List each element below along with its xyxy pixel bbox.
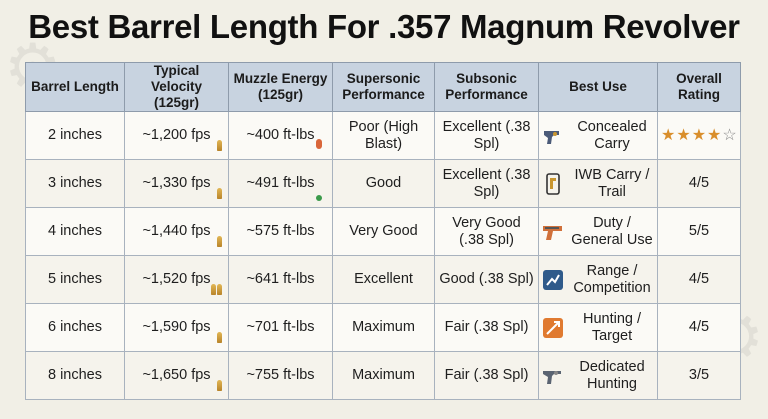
cell-supersonic: Very Good xyxy=(332,207,435,256)
best-use-label: Range / Competition xyxy=(573,262,651,296)
cell-energy: ~641 ft-lbs xyxy=(228,255,333,304)
comparison-table: Barrel Length Typical Velocity (125gr) M… xyxy=(25,62,741,400)
cell-energy: ~755 ft-lbs xyxy=(228,351,333,400)
hunting-icon xyxy=(542,317,564,339)
cell-best-use: Hunting / Target xyxy=(538,303,658,352)
cell-subsonic: Good (.38 Spl) xyxy=(434,255,539,304)
best-use-label: Hunting / Target xyxy=(582,310,642,344)
ammo-icon xyxy=(217,380,222,391)
header-energy: Muzzle Energy (125gr) xyxy=(228,62,333,112)
cell-energy: ~400 ft-lbs xyxy=(228,111,333,160)
ammo-icon xyxy=(217,332,222,343)
table-row: 6 inches ~1,590 fps ~701 ft-lbs Maximum … xyxy=(25,303,741,352)
header-row: Barrel Length Typical Velocity (125gr) M… xyxy=(25,62,741,112)
cell-subsonic: Excellent (.38 Spl) xyxy=(434,159,539,208)
ammo-icon xyxy=(217,188,222,199)
energy-value: ~400 ft-lbs xyxy=(246,127,315,143)
header-best-use: Best Use xyxy=(538,62,658,112)
cell-rating: 5/5 xyxy=(657,207,741,256)
header-rating: Overall Rating xyxy=(657,62,741,112)
cell-length: 2 inches xyxy=(25,111,125,160)
header-subsonic: Subsonic Performance xyxy=(434,62,539,112)
cell-best-use: IWB Carry / Trail xyxy=(538,159,658,208)
page-title: Best Barrel Length For .357 Magnum Revol… xyxy=(28,8,740,45)
cell-subsonic: Very Good (.38 Spl) xyxy=(434,207,539,256)
cell-best-use: Concealed Carry xyxy=(538,111,658,160)
ammo-icon xyxy=(211,284,222,295)
cell-rating: 4/5 xyxy=(657,159,741,208)
best-use-label: IWB Carry / Trail xyxy=(574,166,650,200)
cell-length: 4 inches xyxy=(25,207,125,256)
cell-subsonic: Fair (.38 Spl) xyxy=(434,351,539,400)
cell-velocity: ~1,590 fps xyxy=(124,303,229,352)
energy-indicator-icon xyxy=(316,195,322,201)
table-row: 4 inches ~1,440 fps ~575 ft-lbs Very Goo… xyxy=(25,207,741,256)
velocity-value: ~1,440 fps xyxy=(142,223,211,239)
cell-supersonic: Maximum xyxy=(332,303,435,352)
cell-rating: 3/5 xyxy=(657,351,741,400)
cell-velocity: ~1,440 fps xyxy=(124,207,229,256)
velocity-value: ~1,590 fps xyxy=(142,319,211,335)
star-rating: ★★★★☆ xyxy=(661,126,738,144)
ammo-icon xyxy=(217,236,222,247)
cell-supersonic: Excellent xyxy=(332,255,435,304)
table-row: 8 inches ~1,650 fps ~755 ft-lbs Maximum … xyxy=(25,351,741,400)
cell-rating: 4/5 xyxy=(657,255,741,304)
cell-velocity: ~1,650 fps xyxy=(124,351,229,400)
velocity-value: ~1,520 fps xyxy=(142,271,211,287)
header-barrel-length: Barrel Length xyxy=(25,62,125,112)
velocity-value: ~1,650 fps xyxy=(142,367,211,383)
cell-best-use: Dedicated Hunting xyxy=(538,351,658,400)
energy-value: ~491 ft-lbs xyxy=(246,175,315,191)
target-icon xyxy=(542,269,564,291)
cell-length: 5 inches xyxy=(25,255,125,304)
table-row: 5 inches ~1,520 fps ~641 ft-lbs Excellen… xyxy=(25,255,741,304)
holster-icon xyxy=(542,172,564,195)
cell-energy: ~575 ft-lbs xyxy=(228,207,333,256)
best-use-label: Concealed Carry xyxy=(577,118,647,152)
header-supersonic: Supersonic Performance xyxy=(332,62,435,112)
cell-velocity: ~1,330 fps xyxy=(124,159,229,208)
cell-length: 8 inches xyxy=(25,351,125,400)
header-velocity: Typical Velocity (125gr) xyxy=(124,62,229,112)
velocity-value: ~1,330 fps xyxy=(142,175,211,191)
cell-velocity: ~1,200 fps xyxy=(124,111,229,160)
cell-supersonic: Poor (High Blast) xyxy=(332,111,435,160)
cell-subsonic: Fair (.38 Spl) xyxy=(434,303,539,352)
cell-supersonic: Maximum xyxy=(332,351,435,400)
cell-length: 3 inches xyxy=(25,159,125,208)
table-row: 2 inches ~1,200 fps ~400 ft-lbs Poor (Hi… xyxy=(25,111,741,160)
cell-supersonic: Good xyxy=(332,159,435,208)
cell-energy: ~701 ft-lbs xyxy=(228,303,333,352)
best-use-label: Dedicated Hunting xyxy=(579,358,645,392)
best-use-label: Duty / General Use xyxy=(571,214,653,248)
cell-energy: ~491 ft-lbs xyxy=(228,159,333,208)
cell-velocity: ~1,520 fps xyxy=(124,255,229,304)
ammo-icon xyxy=(217,140,222,151)
velocity-value: ~1,200 fps xyxy=(142,127,211,143)
cell-length: 6 inches xyxy=(25,303,125,352)
cell-subsonic: Excellent (.38 Spl) xyxy=(434,111,539,160)
table-row: 3 inches ~1,330 fps ~491 ft-lbs Good Exc… xyxy=(25,159,741,208)
long-revolver-icon xyxy=(542,365,564,387)
pistol-icon xyxy=(542,221,564,243)
cell-best-use: Duty / General Use xyxy=(538,207,658,256)
cell-rating: 4/5 xyxy=(657,303,741,352)
cell-best-use: Range / Competition xyxy=(538,255,658,304)
revolver-icon xyxy=(542,125,564,147)
cell-rating: ★★★★☆ xyxy=(657,111,741,160)
energy-indicator-icon xyxy=(316,139,322,149)
